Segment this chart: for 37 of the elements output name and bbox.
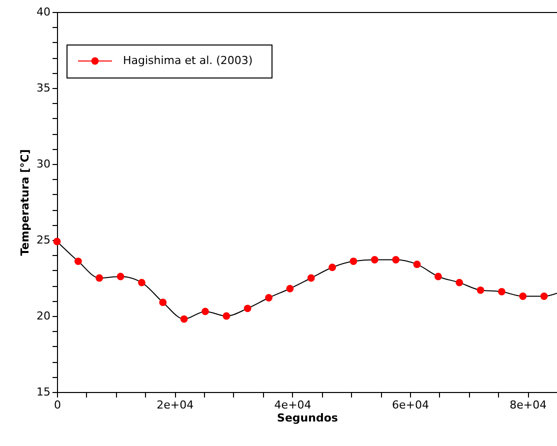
- point: [350, 258, 358, 265]
- y-tick-label: 40: [36, 6, 50, 18]
- point: [540, 292, 548, 300]
- point: [116, 272, 124, 280]
- point: [159, 298, 167, 306]
- point: [328, 264, 336, 272]
- y-tick-label: 25: [36, 234, 50, 246]
- y-tick-label: 30: [36, 158, 50, 170]
- point: [519, 292, 527, 300]
- point: [180, 315, 188, 323]
- point: [222, 312, 230, 320]
- point: [202, 308, 209, 316]
- point: [307, 274, 315, 282]
- x-tick-label: 4e+04: [274, 398, 312, 412]
- x-tick-label: 0: [54, 398, 61, 412]
- y-tick-label: 20: [36, 310, 50, 322]
- point: [476, 286, 484, 294]
- legend-label: Hagishima et al. (2003): [123, 54, 253, 67]
- point: [370, 256, 378, 264]
- point: [244, 304, 252, 312]
- point: [286, 284, 294, 292]
- y-tick-label: 15: [36, 386, 50, 398]
- x-tick-label: 8e+04: [510, 398, 547, 412]
- point: [138, 278, 146, 286]
- point: [434, 272, 442, 280]
- point: [498, 288, 506, 296]
- point: [392, 256, 400, 264]
- x-axis-title: Segundos: [277, 412, 338, 424]
- point: [74, 258, 82, 265]
- point: [265, 294, 272, 302]
- point: [413, 260, 421, 268]
- point: [96, 274, 104, 282]
- y-axis-title: Temperatura [°C]: [18, 149, 32, 256]
- y-tick-label: 35: [36, 82, 50, 94]
- x-tick-label: 2e+04: [156, 398, 194, 412]
- point: [456, 278, 464, 286]
- x-tick-label: 6e+04: [392, 398, 429, 412]
